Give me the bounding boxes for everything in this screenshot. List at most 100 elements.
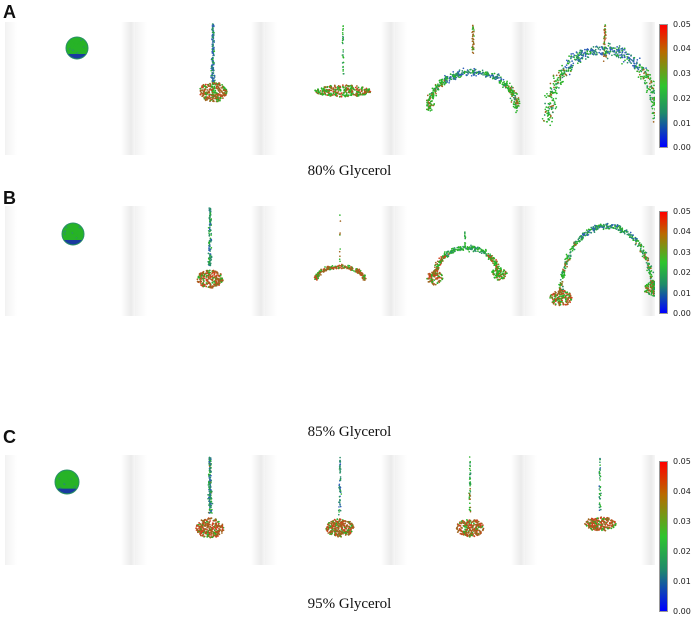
particle: [220, 281, 223, 283]
particle: [652, 294, 654, 297]
particle: [208, 456, 211, 459]
particle: [76, 238, 78, 240]
particle: [338, 523, 341, 525]
particle: [559, 278, 562, 281]
particle: [647, 266, 650, 269]
particle: [224, 87, 226, 90]
particle: [636, 70, 638, 73]
particle: [560, 83, 562, 86]
particle: [549, 102, 552, 105]
particle: [510, 85, 513, 88]
particle: [596, 52, 598, 54]
particle: [429, 273, 432, 275]
particle: [444, 78, 447, 81]
particle: [328, 85, 331, 88]
particle: [623, 47, 626, 50]
particle: [469, 473, 472, 476]
particle: [207, 278, 209, 281]
particle: [472, 45, 474, 47]
particle: [210, 65, 213, 68]
caption-80-glycerol: 80% Glycerol: [307, 163, 392, 179]
particle: [439, 81, 442, 84]
particle: [209, 479, 211, 482]
particle: [645, 286, 648, 289]
particle: [621, 49, 623, 52]
particle: [590, 231, 593, 234]
particle: [432, 91, 434, 93]
particle: [436, 270, 439, 273]
particle: [211, 512, 213, 514]
particle: [81, 230, 84, 233]
particle: [484, 71, 487, 74]
particle: [345, 84, 348, 86]
particle: [498, 82, 501, 84]
particle: [69, 229, 72, 232]
particle: [339, 466, 341, 468]
particle: [438, 79, 441, 82]
particle: [204, 93, 207, 96]
particle: [68, 235, 71, 238]
particle: [582, 233, 584, 236]
particle: [554, 89, 557, 92]
particle: [355, 92, 358, 95]
particle: [449, 75, 452, 78]
particle: [508, 90, 510, 93]
particle: [214, 91, 217, 94]
tube-background: [265, 455, 395, 565]
particle: [649, 282, 652, 284]
particle: [568, 61, 571, 63]
particle: [469, 469, 472, 472]
particle: [452, 248, 455, 251]
particle: [209, 226, 211, 228]
particle: [349, 87, 352, 90]
particle: [594, 227, 597, 230]
particle-plot: [199, 23, 228, 103]
particle: [435, 277, 438, 280]
particle: [339, 499, 341, 502]
particle: [649, 94, 651, 97]
particle: [433, 103, 436, 105]
particle: [653, 102, 655, 105]
particle: [630, 234, 633, 236]
particle: [559, 282, 562, 285]
particle: [360, 90, 363, 93]
particle: [75, 234, 78, 237]
particle: [627, 233, 630, 235]
particle: [564, 66, 567, 68]
particle: [213, 534, 216, 537]
particle: [81, 41, 83, 44]
particle: [219, 274, 222, 277]
particle: [214, 95, 217, 98]
particle: [428, 280, 431, 283]
particle: [222, 93, 225, 95]
particle: [653, 84, 655, 87]
particle: [362, 275, 365, 278]
particle: [210, 64, 213, 67]
particle: [223, 89, 226, 92]
particle: [217, 522, 220, 525]
particle: [210, 238, 212, 241]
particle: [511, 86, 513, 89]
particle: [654, 281, 655, 284]
particle: [331, 265, 334, 267]
particle: [594, 224, 597, 227]
particle: [211, 39, 214, 41]
particle: [208, 523, 211, 526]
particle: [650, 265, 653, 267]
particle: [654, 108, 655, 110]
particle: [646, 259, 649, 262]
particle: [362, 279, 365, 281]
particle: [209, 484, 211, 487]
particle: [567, 259, 570, 261]
particle: [330, 94, 333, 96]
particle: [605, 34, 607, 36]
particle: [550, 108, 553, 111]
particle: [211, 93, 214, 96]
particle: [212, 271, 215, 274]
particle: [602, 43, 605, 45]
particle: [629, 235, 631, 238]
particle: [199, 532, 201, 534]
particle: [353, 270, 355, 272]
particle: [351, 269, 353, 272]
particle: [637, 66, 639, 69]
